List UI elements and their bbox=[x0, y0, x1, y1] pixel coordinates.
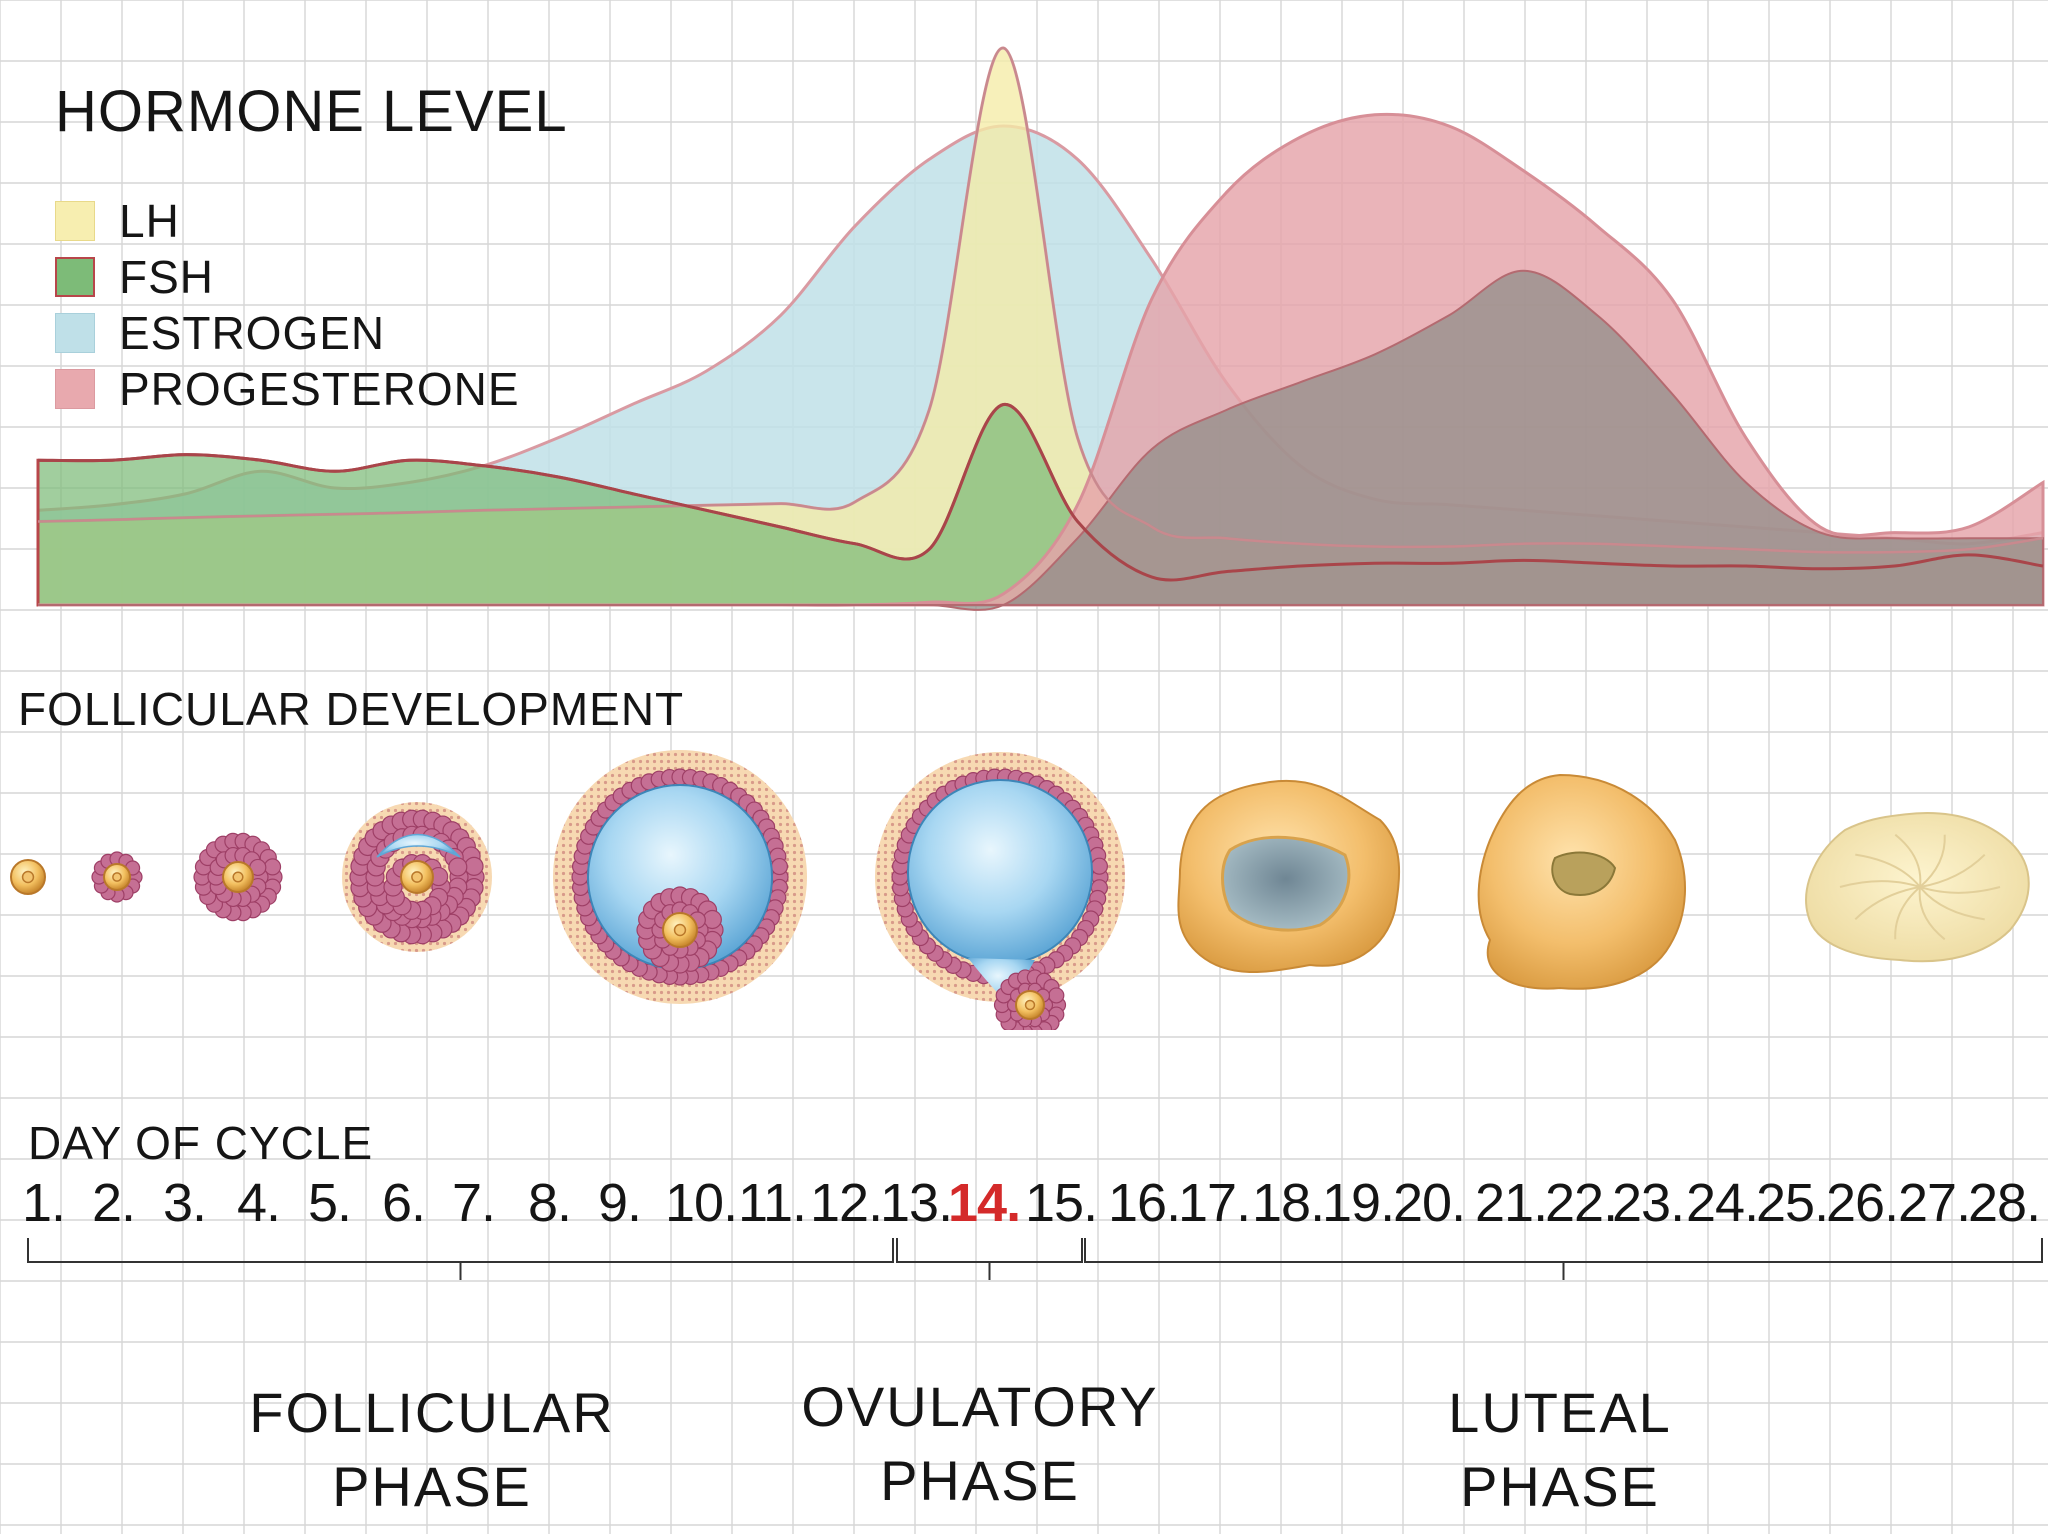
fsh-line bbox=[37, 402, 2044, 582]
follicle-ovulating bbox=[875, 752, 1125, 1030]
granulosa-cell bbox=[1090, 857, 1109, 875]
fibrous-fold bbox=[1839, 880, 1921, 888]
estrogen-swatch-icon bbox=[55, 313, 95, 353]
phase-line: FOLLICULAR bbox=[249, 1381, 615, 1444]
day-number: 3. bbox=[163, 1173, 207, 1233]
progesterone-overlap-area bbox=[38, 269, 2044, 611]
day-number: 14. bbox=[948, 1173, 1021, 1233]
legend-label: FSH bbox=[119, 251, 214, 303]
egg-nucleus bbox=[232, 871, 244, 883]
phase-line: OVULATORY bbox=[801, 1375, 1159, 1438]
hormone-level-title: HORMONE LEVEL bbox=[55, 79, 568, 144]
day-number: 19. bbox=[1322, 1173, 1395, 1233]
follicular-bracket bbox=[27, 1238, 894, 1280]
day-number: 12. bbox=[810, 1173, 883, 1233]
day-number: 10. bbox=[665, 1173, 738, 1233]
day-number: 2. bbox=[92, 1173, 136, 1233]
day-number: 13. bbox=[880, 1173, 953, 1233]
legend-estrogen: ESTROGEN bbox=[55, 307, 386, 359]
bracket-line bbox=[27, 1238, 894, 1263]
follicle-primary bbox=[91, 851, 143, 903]
fibrous-fold bbox=[1919, 886, 2001, 894]
fibrous-fold bbox=[1919, 853, 1986, 888]
follicular-phase-label: FOLLICULAR PHASE bbox=[222, 1376, 642, 1524]
day-number: 23. bbox=[1612, 1173, 1685, 1233]
egg-nucleus bbox=[1024, 999, 1036, 1011]
follicle-illustrations bbox=[10, 750, 2030, 1030]
day-number: 18. bbox=[1252, 1173, 1325, 1233]
fibrous-fold bbox=[1894, 886, 1921, 940]
phase-line: PHASE bbox=[880, 1449, 1080, 1512]
fibrous-fold bbox=[1855, 853, 1921, 888]
day-number: 1. bbox=[22, 1173, 66, 1233]
follicular-development-title: FOLLICULAR DEVELOPMENT bbox=[18, 683, 685, 735]
cavity bbox=[1551, 851, 1617, 896]
bracket-line bbox=[896, 1238, 1083, 1263]
fsh-swatch-icon bbox=[55, 257, 95, 297]
day-number: 27. bbox=[1898, 1173, 1971, 1233]
legend-label: LH bbox=[119, 195, 180, 247]
phase-brackets bbox=[27, 1238, 2043, 1280]
ovulatory-bracket bbox=[896, 1238, 1083, 1280]
legend-progesterone: PROGESTERONE bbox=[55, 363, 520, 415]
progesterone-swatch-icon bbox=[55, 369, 95, 409]
lh-line bbox=[37, 46, 2044, 554]
day-number: 24. bbox=[1686, 1173, 1759, 1233]
phase-line: PHASE bbox=[332, 1455, 532, 1518]
follicle-early-antral bbox=[342, 802, 492, 952]
ovulatory-phase-label: OVULATORY PHASE bbox=[775, 1370, 1185, 1518]
fibrous-fold bbox=[1894, 833, 1922, 888]
day-number: 17. bbox=[1178, 1173, 1251, 1233]
phase-line: PHASE bbox=[1460, 1455, 1660, 1518]
day-number: 7. bbox=[452, 1173, 496, 1233]
corpus-albicans bbox=[1805, 812, 2030, 963]
fibrous-fold bbox=[1918, 886, 1946, 941]
day-number: 22. bbox=[1545, 1173, 1618, 1233]
day-number: 25. bbox=[1756, 1173, 1829, 1233]
day-number: 15. bbox=[1025, 1173, 1098, 1233]
antrum bbox=[376, 833, 461, 858]
hormone-chart bbox=[36, 46, 2045, 611]
day-number: 6. bbox=[382, 1173, 426, 1233]
egg-nucleus bbox=[112, 872, 122, 882]
day-number: 16. bbox=[1108, 1173, 1181, 1233]
phase-line: LUTEAL bbox=[1448, 1381, 1672, 1444]
egg-nucleus bbox=[411, 871, 423, 883]
bracket-line bbox=[1084, 1238, 2043, 1263]
legend-label: ESTROGEN bbox=[119, 307, 386, 359]
blood-clot-cavity bbox=[1221, 835, 1351, 932]
legend-lh: LH bbox=[55, 195, 180, 247]
fibrous-fold bbox=[1919, 886, 1985, 921]
fluid-release bbox=[968, 958, 1035, 1005]
luteal-phase-label: LUTEAL PHASE bbox=[1410, 1376, 1710, 1524]
follicle-primordial bbox=[10, 859, 46, 895]
day-number: 8. bbox=[528, 1173, 572, 1233]
day-number: 9. bbox=[598, 1173, 642, 1233]
fibrous-fold bbox=[1854, 886, 1921, 921]
egg-nucleus bbox=[673, 923, 687, 937]
granulosa-cell bbox=[464, 856, 484, 876]
corpus-luteum-early bbox=[1177, 779, 1401, 973]
day-number: 26. bbox=[1826, 1173, 1899, 1233]
day-number: 11. bbox=[738, 1173, 807, 1233]
legend-label: PROGESTERONE bbox=[119, 363, 520, 415]
lh-swatch-icon bbox=[55, 201, 95, 241]
day-of-cycle-title: DAY OF CYCLE bbox=[28, 1117, 374, 1169]
follicle-graafian bbox=[553, 750, 807, 1004]
follicle-secondary bbox=[193, 832, 283, 922]
corpus-luteum-mature bbox=[1477, 773, 1687, 990]
day-number: 28. bbox=[1968, 1173, 2041, 1233]
antrum bbox=[907, 779, 1093, 965]
day-number: 20. bbox=[1393, 1173, 1466, 1233]
day-number: 21. bbox=[1475, 1173, 1548, 1233]
fibrous-fold bbox=[1919, 834, 1946, 888]
granulosa-cell bbox=[448, 857, 468, 877]
day-number: 5. bbox=[308, 1173, 352, 1233]
egg-nucleus bbox=[21, 870, 35, 884]
granulosa-cell bbox=[770, 857, 789, 876]
legend-fsh: FSH bbox=[55, 251, 214, 303]
luteal-bracket bbox=[1084, 1238, 2043, 1280]
day-number: 4. bbox=[237, 1173, 281, 1233]
